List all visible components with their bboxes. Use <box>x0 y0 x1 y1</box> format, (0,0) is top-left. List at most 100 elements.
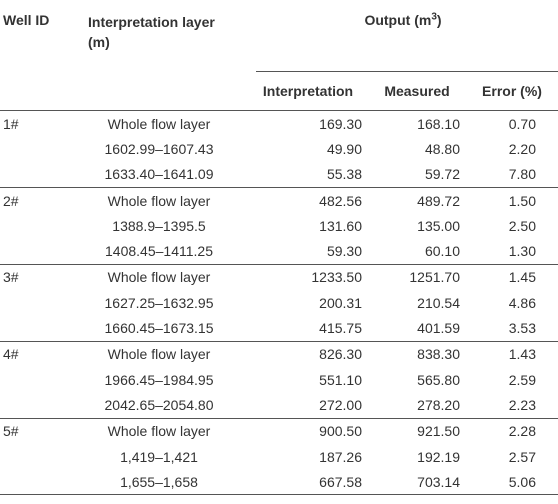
table-row: 1388.9–1395.5 131.60 135.00 2.50 <box>0 213 558 238</box>
error-percent-cell: 2.20 <box>508 140 536 157</box>
interpretation-layer-cell: Whole flow layer <box>107 115 211 132</box>
interpretation-value-cell: 415.75 <box>319 320 362 337</box>
header-error: Error (%) <box>466 72 558 111</box>
interpretation-layer-cell: Whole flow layer <box>70 263 248 291</box>
header-output-suffix: ) <box>436 12 442 28</box>
well-id-cell <box>0 136 70 161</box>
interpretation-value-cell: 1233.50 <box>248 263 368 291</box>
interpretation-value-cell: 900.50 <box>248 417 368 444</box>
table-row: 1966.45–1984.95 551.10 565.80 2.59 <box>0 367 558 392</box>
measured-value-cell: 59.72 <box>424 166 460 183</box>
well-id-cell: 4# <box>0 340 70 367</box>
well-id-cell <box>0 392 70 418</box>
header-layer-line2: (m) <box>88 34 110 50</box>
measured-value-cell: 135.00 <box>417 217 460 234</box>
table-row: 5# Whole flow layer 900.50 921.50 2.28 <box>0 417 558 444</box>
interpretation-value-cell: 169.30 <box>319 115 362 132</box>
error-percent-cell: 3.53 <box>508 320 536 337</box>
interpretation-value-cell: 272.00 <box>319 396 362 413</box>
error-percent-cell: 5.06 <box>508 473 536 490</box>
table-row: 1408.45–1411.25 59.30 60.10 1.30 <box>0 238 558 264</box>
table-row: 1660.45–1673.15 415.75 401.59 3.53 <box>0 315 558 341</box>
interpretation-value-cell: 55.38 <box>326 166 362 183</box>
error-percent-cell: 2.28 <box>466 417 558 444</box>
header-measured: Measured <box>368 72 466 111</box>
measured-value-cell: 168.10 <box>417 115 460 132</box>
table-row: 1,655–1,658 667.58 703.14 5.06 <box>0 469 558 495</box>
error-percent-cell: 0.70 <box>508 115 536 132</box>
table-row: 1# Whole flow layer 169.30 168.10 0.70 <box>0 111 558 137</box>
error-percent-cell: 7.80 <box>508 166 536 183</box>
measured-value-cell: 921.50 <box>368 417 466 444</box>
measured-value-cell: 565.80 <box>417 371 460 388</box>
interpretation-layer-cell: 1408.45–1411.25 <box>105 243 213 260</box>
well-id-cell <box>0 444 70 469</box>
well-id-cell: 5# <box>0 417 70 444</box>
interpretation-layer-cell: 1966.45–1984.95 <box>104 371 214 388</box>
error-percent-cell: 1.45 <box>466 263 558 291</box>
header-interpretation: Interpretation <box>248 72 368 111</box>
table-row: 2# Whole flow layer 482.56 489.72 1.50 <box>0 186 558 214</box>
interpretation-value-cell: 826.30 <box>248 340 368 367</box>
table-row: 1602.99–1607.43 49.90 48.80 2.20 <box>0 136 558 161</box>
interpretation-layer-cell: Whole flow layer <box>70 417 248 444</box>
well-id-cell <box>0 238 70 264</box>
error-percent-cell: 2.59 <box>508 371 536 388</box>
measured-value-cell: 401.59 <box>417 320 460 337</box>
table-body: 1# Whole flow layer 169.30 168.10 0.70 1602.9… <box>0 111 558 495</box>
table-row: 3# Whole flow layer 1233.50 1251.70 1.45 <box>0 263 558 291</box>
well-id-cell: 2# <box>0 186 70 214</box>
error-percent-cell: 1.43 <box>466 340 558 367</box>
table-row: 1,419–1,421 187.26 192.19 2.57 <box>0 444 558 469</box>
interpretation-layer-cell: 2042.65–2054.80 <box>104 396 214 413</box>
interpretation-layer-cell: Whole flow layer <box>70 340 248 367</box>
interpretation-value-cell: 200.31 <box>319 294 362 311</box>
table-row: 2042.65–2054.80 272.00 278.20 2.23 <box>0 392 558 418</box>
header-output: Output (m3) <box>248 0 558 72</box>
error-percent-cell: 4.86 <box>508 294 536 311</box>
well-id-cell: 3# <box>0 263 70 291</box>
table-header: Well ID Interpretation layer (m) Output … <box>0 0 558 111</box>
interpretation-layer-cell: 1627.25–1632.95 <box>104 294 214 311</box>
interpretation-value-cell: 49.90 <box>326 140 362 157</box>
interpretation-value-cell: 551.10 <box>319 371 362 388</box>
well-id-cell <box>0 315 70 341</box>
error-percent-cell: 2.57 <box>508 448 536 465</box>
well-id-cell <box>0 290 70 315</box>
interpretation-layer-cell: 1,655–1,658 <box>120 473 198 490</box>
interpretation-value-cell: 187.26 <box>319 448 362 465</box>
measured-value-cell: 838.30 <box>368 340 466 367</box>
error-percent-cell: 2.23 <box>508 396 536 413</box>
measured-value-cell: 210.54 <box>417 294 460 311</box>
measured-value-cell: 278.20 <box>417 396 460 413</box>
measured-value-cell: 192.19 <box>417 448 460 465</box>
error-percent-cell: 1.30 <box>508 243 536 260</box>
table-row: 1627.25–1632.95 200.31 210.54 4.86 <box>0 290 558 315</box>
error-percent-cell: 2.50 <box>508 217 536 234</box>
interpretation-value-cell: 482.56 <box>248 186 368 214</box>
interpretation-value-cell: 667.58 <box>319 473 362 490</box>
measured-value-cell: 1251.70 <box>368 263 466 291</box>
measured-value-cell: 48.80 <box>424 140 460 157</box>
well-id-cell <box>0 162 70 188</box>
header-interpretation-layer: Interpretation layer (m) <box>70 0 248 111</box>
interpretation-layer-cell: 1602.99–1607.43 <box>104 140 214 157</box>
table-row: 4# Whole flow layer 826.30 838.30 1.43 <box>0 340 558 367</box>
interpretation-layer-cell: Whole flow layer <box>70 186 248 214</box>
measured-value-cell: 703.14 <box>417 473 460 490</box>
interpretation-layer-cell: 1633.40–1641.09 <box>104 166 214 183</box>
interpretation-layer-cell: 1660.45–1673.15 <box>104 320 214 337</box>
error-percent-cell: 1.50 <box>466 186 558 214</box>
header-well-id: Well ID <box>0 0 70 111</box>
measured-value-cell: 489.72 <box>368 186 466 214</box>
interpretation-value-cell: 131.60 <box>319 217 362 234</box>
well-id-cell: 1# <box>3 115 19 132</box>
header-output-prefix: Output (m <box>364 12 432 28</box>
table-row: 1633.40–1641.09 55.38 59.72 7.80 <box>0 162 558 188</box>
well-id-cell <box>0 213 70 238</box>
header-layer-line1: Interpretation layer <box>88 14 215 30</box>
well-id-cell <box>0 469 70 495</box>
measured-value-cell: 60.10 <box>424 243 460 260</box>
